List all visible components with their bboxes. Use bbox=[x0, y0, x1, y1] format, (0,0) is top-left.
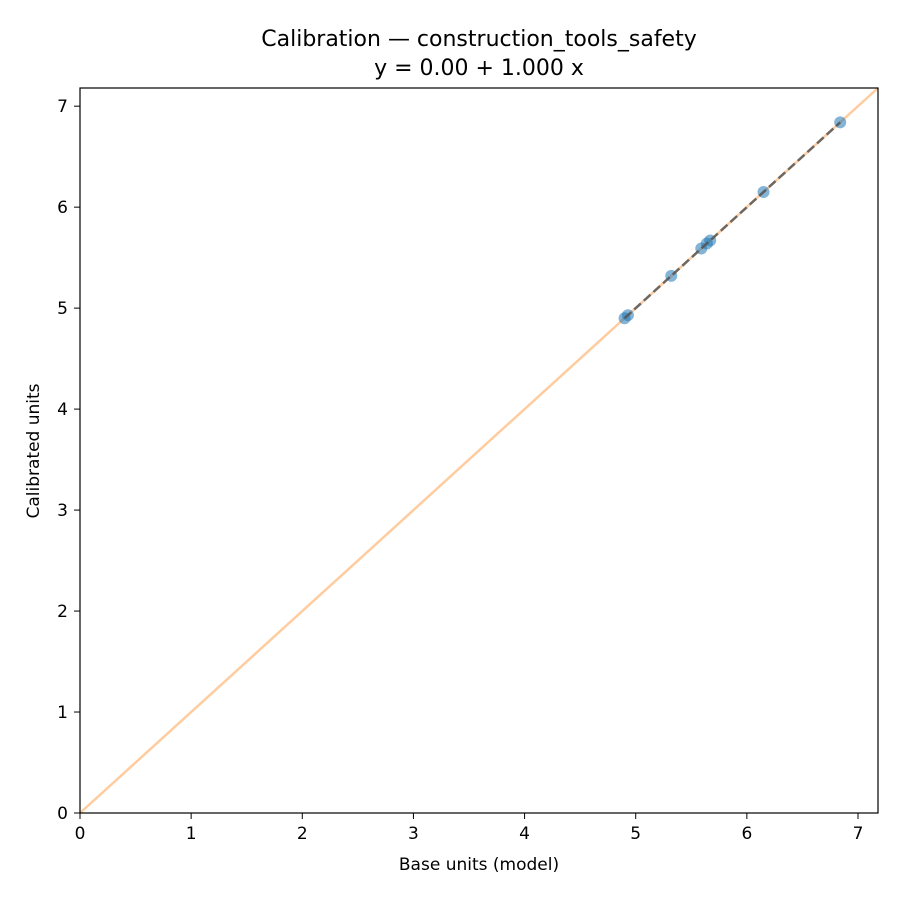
y-axis: 0 1 2 3 4 5 6 7 bbox=[57, 97, 80, 824]
y-tick-label: 2 bbox=[57, 602, 68, 622]
x-axis: 0 1 2 3 4 5 6 7 bbox=[75, 813, 864, 844]
y-tick-label: 0 bbox=[57, 804, 68, 824]
y-axis-label: Calibrated units bbox=[24, 383, 44, 518]
y-tick-label: 1 bbox=[57, 703, 68, 723]
x-tick-label: 0 bbox=[75, 824, 86, 844]
x-tick-label: 3 bbox=[408, 824, 419, 844]
chart-subtitle: y = 0.00 + 1.000 x bbox=[374, 56, 584, 81]
x-axis-label: Base units (model) bbox=[399, 855, 559, 875]
y-tick-label: 6 bbox=[57, 198, 68, 218]
plot-frame bbox=[79, 87, 879, 814]
x-tick-label: 7 bbox=[853, 824, 864, 844]
x-tick-label: 2 bbox=[297, 824, 308, 844]
x-tick-label: 1 bbox=[186, 824, 197, 844]
chart-title: Calibration — construction_tools_safety bbox=[261, 27, 697, 52]
fit-line bbox=[623, 121, 842, 320]
y-tick-label: 5 bbox=[57, 299, 68, 319]
x-tick-label: 4 bbox=[519, 824, 530, 844]
x-tick-label: 6 bbox=[741, 824, 752, 844]
y-tick-label: 3 bbox=[57, 501, 68, 521]
plot-area bbox=[79, 87, 879, 814]
y-tick-label: 4 bbox=[57, 400, 68, 420]
y-tick-label: 7 bbox=[57, 97, 68, 117]
x-tick-label: 5 bbox=[630, 824, 641, 844]
